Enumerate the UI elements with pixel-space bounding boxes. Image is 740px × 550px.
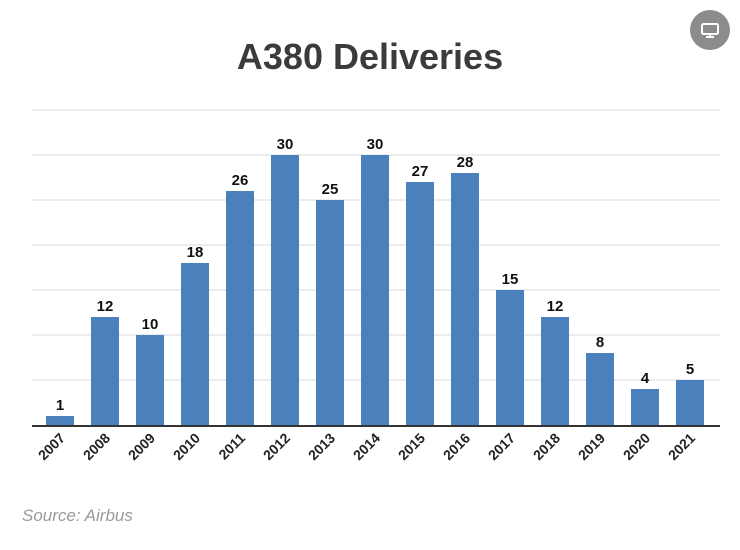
bar-2007: [46, 416, 74, 425]
x-tick-label-2021: 2021: [665, 430, 698, 463]
x-tick-label-2019: 2019: [575, 430, 608, 463]
x-tick-label-2018: 2018: [530, 430, 563, 463]
x-tick-label-2011: 2011: [215, 430, 248, 463]
bar-2018: [541, 317, 569, 425]
bar-2021: [676, 380, 704, 425]
x-tick-label-2007: 2007: [35, 430, 68, 463]
bar-2017: [496, 290, 524, 425]
x-tick-label-2012: 2012: [260, 430, 293, 463]
bar-2008: [91, 317, 119, 425]
bar-2009: [136, 335, 164, 425]
x-tick-label-2017: 2017: [485, 430, 518, 463]
x-tick-labels: 2007 2008 2009 2010 2011 2012 2013 2014 2015 2016…: [35, 430, 698, 463]
x-tick-label-2010: 2010: [170, 430, 203, 463]
x-tick-label-2016: 2016: [440, 430, 473, 463]
bar-2011: [226, 191, 254, 425]
data-label-2016: 28: [457, 154, 474, 171]
x-tick-label-2020: 2020: [620, 430, 653, 463]
source-note: Source: Airbus: [22, 506, 133, 525]
bar-2020: [631, 389, 659, 425]
x-tick-label-2013: 2013: [305, 430, 338, 463]
data-label-2021: 5: [686, 361, 694, 378]
data-label-2018: 12: [547, 298, 564, 315]
x-tick-label-2014: 2014: [350, 430, 383, 463]
monitor-icon: [701, 23, 719, 38]
bar-2013: [316, 200, 344, 425]
data-label-2020: 4: [641, 370, 650, 387]
bar-2010: [181, 263, 209, 425]
data-label-2009: 10: [142, 316, 159, 333]
chart-title: A380 Deliveries: [236, 36, 504, 77]
bars: [46, 155, 704, 425]
data-label-2012: 30: [277, 136, 294, 153]
data-label-2008: 12: [97, 298, 114, 315]
bar-2016: [451, 173, 479, 425]
bar-2019: [586, 353, 614, 425]
x-tick-label-2015: 2015: [395, 430, 428, 463]
data-labels: 1 12 10 18 26 30 25 30 27 28 15 12 8 4 5: [56, 136, 694, 414]
data-label-2011: 26: [232, 172, 249, 189]
x-tick-label-2008: 2008: [80, 430, 113, 463]
data-label-2013: 25: [322, 181, 339, 198]
data-label-2014: 30: [367, 136, 384, 153]
bar-2014: [361, 155, 389, 425]
bar-2015: [406, 182, 434, 425]
data-label-2015: 27: [412, 163, 429, 180]
embed-button[interactable]: [690, 10, 730, 50]
bar-2012: [271, 155, 299, 425]
x-tick-label-2009: 2009: [125, 430, 158, 463]
data-label-2010: 18: [187, 244, 204, 261]
data-label-2007: 1: [56, 397, 64, 414]
data-label-2019: 8: [596, 334, 604, 351]
data-label-2017: 15: [502, 271, 519, 288]
